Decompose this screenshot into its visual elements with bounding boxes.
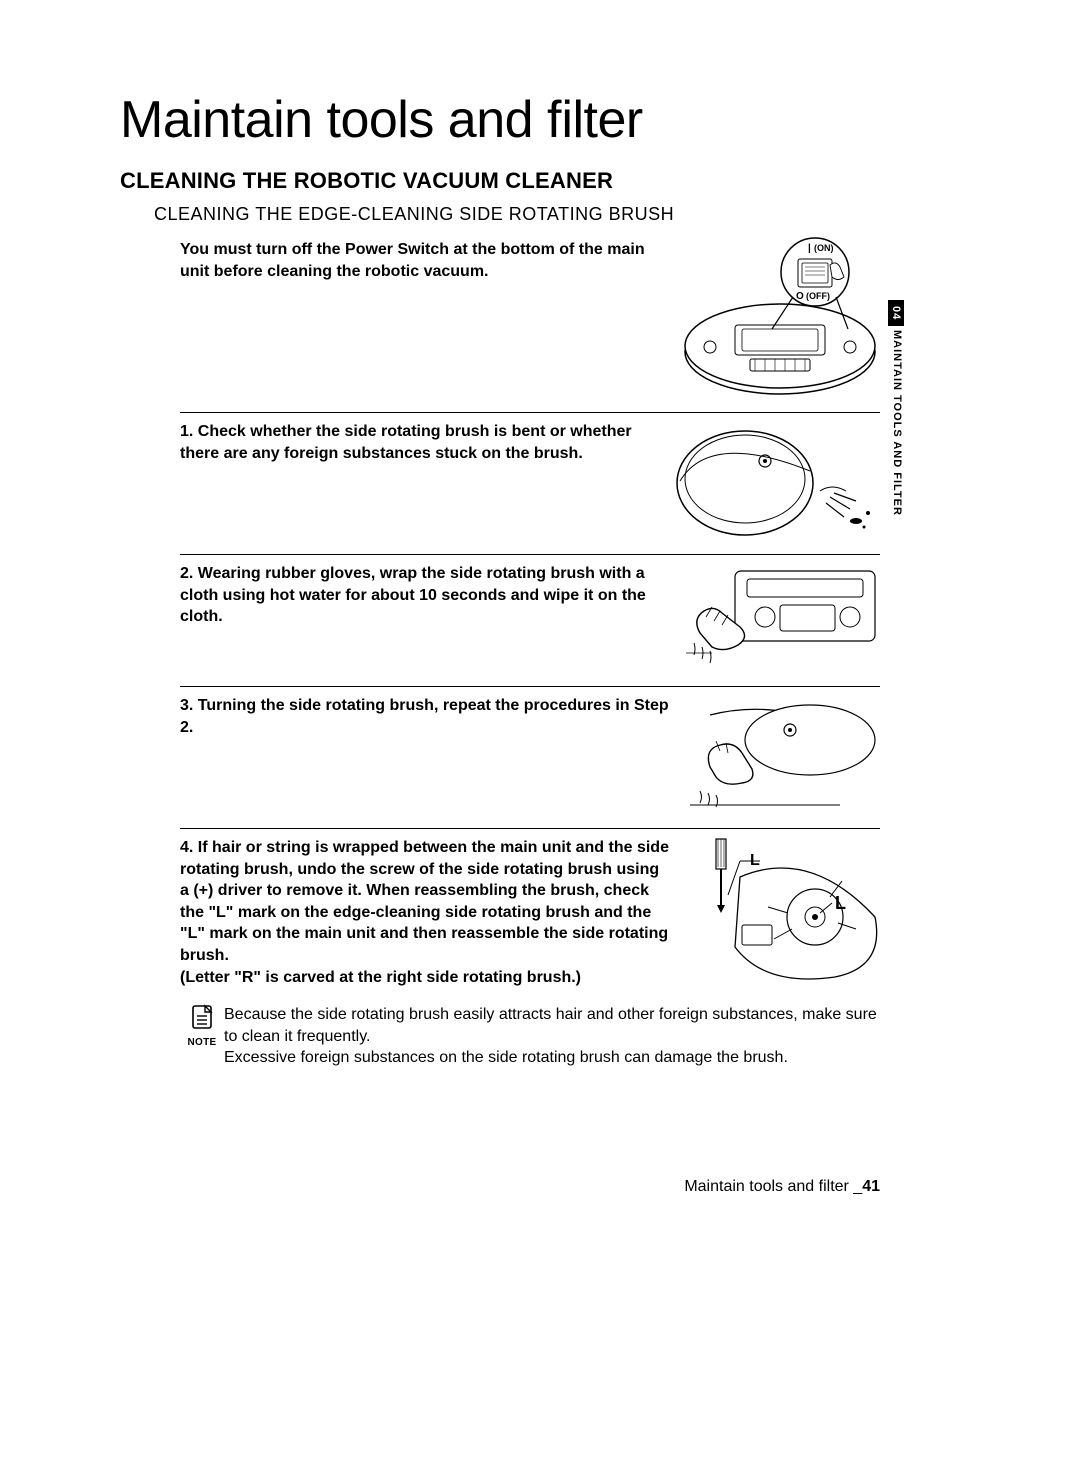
section-tab-number: 04 xyxy=(888,300,904,326)
off-label: (OFF) xyxy=(806,291,830,301)
step-1: 1. Check whether the side rotating brush… xyxy=(180,421,880,546)
step-3-figure xyxy=(680,695,880,820)
on-label: (ON) xyxy=(814,243,834,253)
page-footer: Maintain tools and filter _41 xyxy=(120,1178,880,1196)
divider xyxy=(180,828,880,829)
step-3: 3. Turning the side rotating brush, repe… xyxy=(180,695,880,820)
step-1-figure xyxy=(670,421,880,546)
step-1-text: 1. Check whether the side rotating brush… xyxy=(180,421,670,464)
section-tab: 04 MAINTAIN TOOLS AND FILTER xyxy=(888,300,908,522)
note-block: NOTE Because the side rotating brush eas… xyxy=(180,1004,880,1069)
step-4: 4. If hair or string is wrapped between … xyxy=(180,837,880,992)
note-line-2: Excessive foreign substances on the side… xyxy=(224,1049,788,1066)
power-switch-figure: | (ON) O (OFF) xyxy=(680,237,880,402)
step-2-body: Wearing rubber gloves, wrap the side rot… xyxy=(180,565,646,625)
page-title: Maintain tools and ﬁlter xyxy=(120,90,880,150)
note-label: NOTE xyxy=(180,1037,224,1048)
step-1-body: Check whether the side rotating brush is… xyxy=(180,423,632,462)
intro-block: You must turn off the Power Switch at th… xyxy=(180,237,880,402)
note-icon xyxy=(189,1004,215,1030)
page-number: 41 xyxy=(862,1178,880,1195)
note-icon-column: NOTE xyxy=(180,1004,224,1048)
step-2-figure xyxy=(680,563,880,678)
section-tab-text: MAINTAIN TOOLS AND FILTER xyxy=(888,326,906,522)
note-line-1: Because the side rotating brush easily a… xyxy=(224,1006,877,1045)
footer-text: Maintain tools and filter _ xyxy=(684,1178,862,1195)
step-2-text: 2. Wearing rubber gloves, wrap the side … xyxy=(180,563,680,628)
step-4-text: 4. If hair or string is wrapped between … xyxy=(180,837,680,988)
divider xyxy=(180,412,880,413)
step-3-text: 3. Turning the side rotating brush, repe… xyxy=(180,695,680,738)
manual-page: Maintain tools and ﬁlter CLEANING THE RO… xyxy=(120,90,880,1069)
intro-text: You must turn off the Power Switch at th… xyxy=(180,237,680,282)
step-4-figure: L L xyxy=(680,837,880,992)
note-text: Because the side rotating brush easily a… xyxy=(224,1004,880,1069)
step-4-extra: (Letter "R" is carved at the right side … xyxy=(180,969,581,986)
step-4-body: If hair or string is wrapped between the… xyxy=(180,839,669,964)
l-label-2: L xyxy=(835,893,846,913)
section-heading: CLEANING THE ROBOTIC VACUUM CLEANER xyxy=(120,168,880,194)
svg-text:|: | xyxy=(808,243,811,254)
step-2: 2. Wearing rubber gloves, wrap the side … xyxy=(180,563,880,678)
divider xyxy=(180,686,880,687)
sub-heading: CLEANING THE EDGE-CLEANING SIDE ROTATING… xyxy=(154,204,880,225)
svg-text:O: O xyxy=(796,291,804,302)
divider xyxy=(180,554,880,555)
step-3-body: Turning the side rotating brush, repeat … xyxy=(180,697,669,736)
